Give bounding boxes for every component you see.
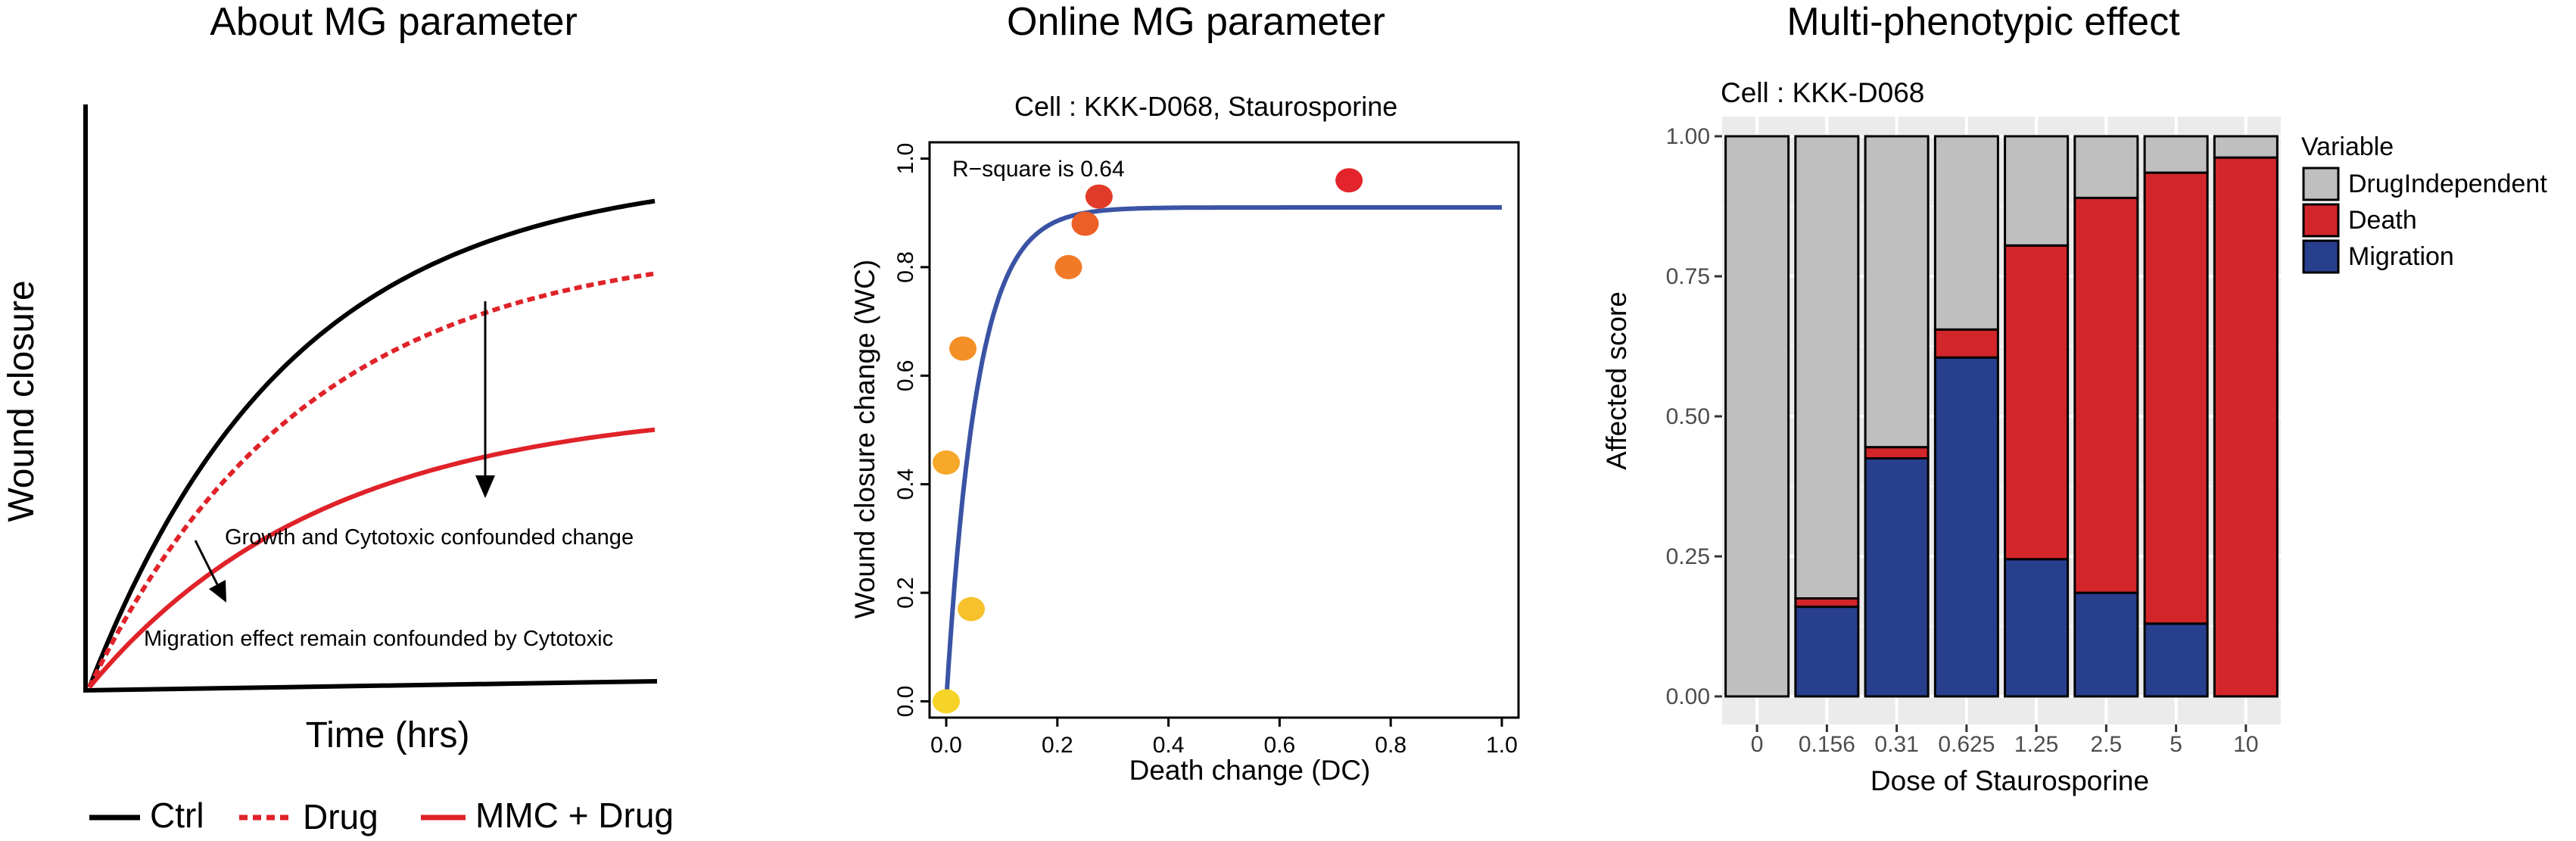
data-point	[1054, 254, 1082, 279]
panel-c-ticks: 0.00 0.25 0.50 0.75 1.00 0 0.156 0.31 0.625 1.25 2…	[1666, 124, 2259, 757]
panel-b-subtitle: Cell : KKK-D068, Staurosporine	[1014, 91, 1397, 122]
x-tick-label: 0.8	[1375, 733, 1406, 758]
y-tick-label: 1.0	[893, 143, 918, 175]
data-point	[1071, 211, 1099, 236]
curve-drug	[87, 271, 656, 689]
y-tick-label: 0.50	[1666, 404, 1710, 429]
bar-segment-drugindependent	[2143, 135, 2209, 174]
y-tick-label: 0.25	[1666, 544, 1710, 569]
legend-swatch-drugindependent	[2302, 167, 2340, 201]
y-tick-label: 0.8	[893, 251, 918, 283]
legend-label-death: Death	[2348, 206, 2417, 235]
legend-swatch-death	[2302, 203, 2340, 238]
panel-c-bars	[1724, 135, 2279, 698]
x-tick-label: 2.5	[2091, 732, 2123, 757]
bar-segment-drugindependent	[2004, 135, 2070, 247]
data-point	[958, 596, 986, 621]
bar-segment-migration	[2143, 622, 2209, 698]
curve-mmc-drug	[87, 427, 656, 689]
y-tick-label: 0.00	[1666, 684, 1710, 709]
legend-label-drug: Drug	[303, 797, 378, 836]
y-tick-label: 0.75	[1666, 264, 1710, 289]
bar-segment-death	[1794, 597, 1860, 609]
bar-segment-drugindependent	[1794, 135, 1860, 600]
x-tick-label: 1.0	[1486, 733, 1518, 758]
legend-label-migration: Migration	[2348, 242, 2454, 271]
panel-b-ticks: 0.0 0.2 0.4 0.6 0.8 1.0 0.0 0.2 0.4 0.6 0.8 1.0	[893, 143, 1518, 758]
panel-b-rsq: R−square is 0.64	[952, 157, 1125, 182]
bar-segment-drugindependent	[2073, 135, 2139, 199]
legend-title: Variable	[2301, 132, 2394, 161]
legend-label-ctrl: Ctrl	[150, 796, 204, 835]
x-tick-label: 0.0	[930, 733, 962, 758]
bar-segment-death	[2073, 196, 2139, 594]
data-point	[933, 689, 961, 714]
legend-label-drugindependent: DrugIndependent	[2348, 170, 2547, 198]
panel-c-ylabel: Affected score	[1601, 291, 1632, 470]
panel-a-x-axis	[83, 679, 658, 693]
panel-c-xlabel: Dose of Staurosporine	[1870, 765, 2149, 796]
panel-about-mg: About MG parameter Wound closure Time (h…	[2, 0, 674, 836]
bar-segment-death	[2213, 156, 2279, 698]
panel-a-xlabel: Time (hrs)	[306, 715, 470, 755]
bar-segment-death	[2143, 171, 2209, 625]
bar-segment-migration	[1794, 606, 1860, 698]
bar-segment-drugindependent	[1724, 135, 1790, 698]
bar-segment-drugindependent	[1933, 135, 1999, 331]
y-tick-label: 0.0	[893, 686, 918, 718]
x-tick-label: 5	[2170, 732, 2182, 757]
panel-online-mg: Online MG parameter Cell : KKK-D068, Sta…	[849, 0, 1520, 786]
x-tick-label: 1.25	[2014, 732, 2058, 757]
bar-segment-death	[2004, 244, 2070, 561]
fit-curve	[944, 205, 1502, 702]
legend-label-mmc-drug: MMC + Drug	[475, 796, 674, 835]
bar-segment-drugindependent	[2213, 135, 2279, 159]
data-point	[933, 450, 961, 475]
panel-b-ylabel: Wound closure change (WC)	[849, 260, 880, 618]
downward-arrow	[475, 301, 495, 498]
bar-segment-drugindependent	[1864, 135, 1930, 449]
x-tick-label: 0.156	[1799, 732, 1855, 757]
panel-a-legend: Ctrl Drug MMC + Drug	[89, 796, 674, 836]
y-tick-label: 1.00	[1666, 124, 1710, 149]
x-tick-label: 0.625	[1938, 732, 1995, 757]
data-point	[1085, 184, 1113, 209]
y-tick-label: 0.2	[893, 577, 918, 609]
legend-swatch-migration	[2302, 239, 2340, 274]
bar-segment-migration	[1864, 457, 1930, 698]
x-tick-label: 0	[1751, 732, 1764, 757]
x-tick-label: 0.2	[1042, 733, 1073, 758]
bar-segment-migration	[2073, 591, 2139, 698]
panel-b-title: Online MG parameter	[1007, 0, 1385, 44]
panel-a-title: About MG parameter	[210, 0, 578, 44]
panel-b-plot-frame	[928, 141, 1520, 719]
bar-segment-migration	[2004, 558, 2070, 698]
panel-c-legend: Variable DrugIndependent Death Migration	[2301, 132, 2547, 274]
y-tick-label: 0.4	[893, 469, 918, 500]
x-tick-label: 0.6	[1264, 733, 1296, 758]
data-point	[949, 336, 977, 361]
panel-multi-phenotypic: Multi-phenotypic effect Cell : KKK-D068 …	[1601, 0, 2547, 796]
panel-c-subtitle: Cell : KKK-D068	[1721, 77, 1924, 108]
x-tick-label: 0.31	[1874, 732, 1918, 757]
annotation-migration-confounded: Migration effect remain confounded by Cy…	[144, 627, 613, 651]
data-point	[1335, 168, 1363, 193]
y-tick-label: 0.6	[893, 360, 918, 391]
x-tick-label: 10	[2233, 732, 2258, 757]
panel-c-title: Multi-phenotypic effect	[1786, 0, 2180, 44]
curve-ctrl	[87, 198, 656, 689]
bar-segment-death	[1933, 328, 1999, 359]
panel-b-xlabel: Death change (DC)	[1129, 755, 1371, 786]
panel-a-ylabel: Wound closure	[2, 280, 42, 522]
diagonal-arrow	[194, 540, 226, 603]
bar-segment-death	[1864, 446, 1930, 460]
panel-b-points	[933, 168, 1363, 714]
x-tick-label: 0.4	[1153, 733, 1185, 758]
bar-segment-migration	[1933, 356, 1999, 698]
panel-a-curves	[87, 198, 656, 689]
annotation-growth-cytotoxic: Growth and Cytotoxic confounded change	[225, 525, 634, 550]
